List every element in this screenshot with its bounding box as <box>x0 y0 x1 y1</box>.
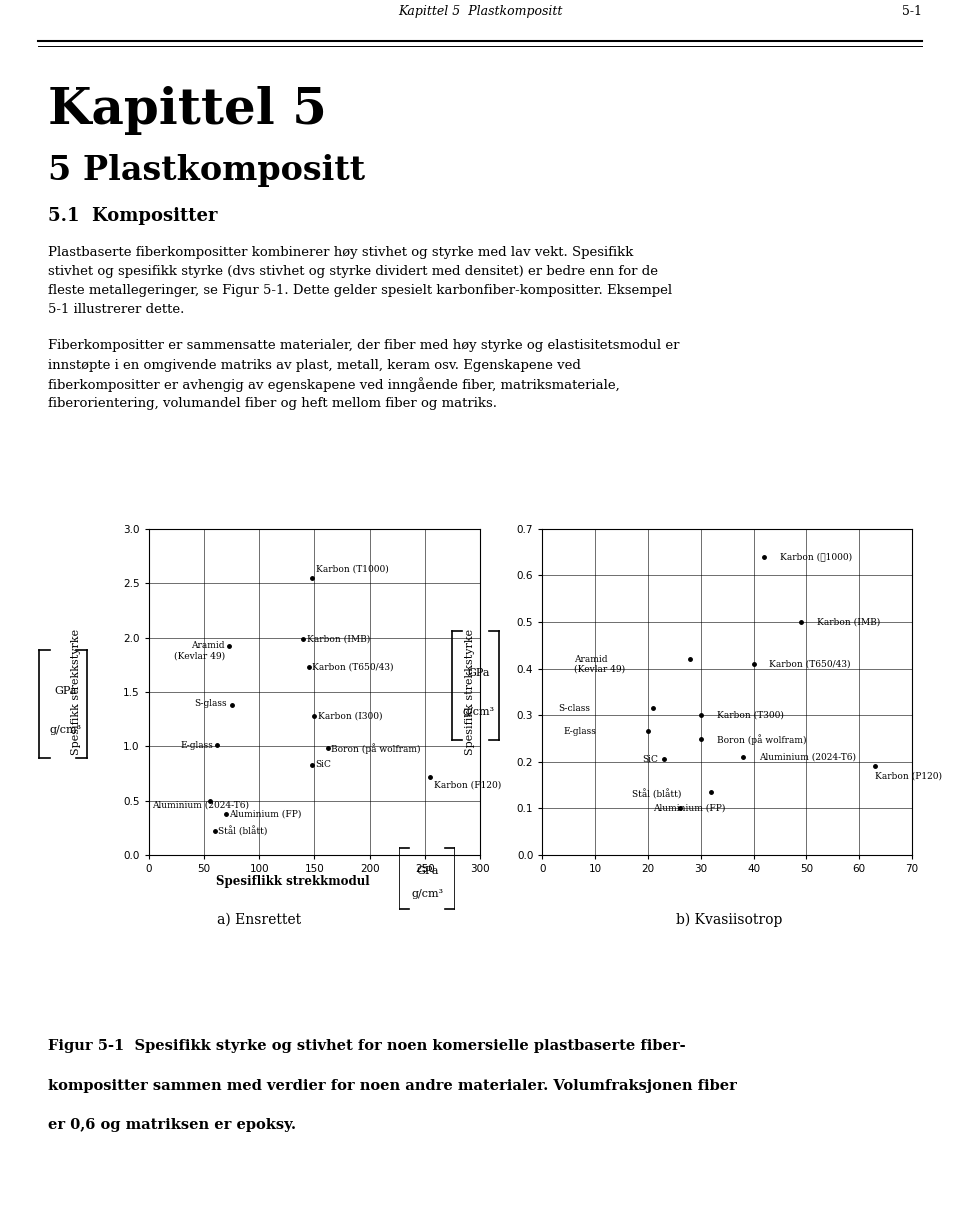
Text: E-glass: E-glass <box>564 727 596 736</box>
Text: Figur 5-1  Spesifikk styrke og stivhet for noen komersielle plastbaserte fiber-: Figur 5-1 Spesifikk styrke og stivhet fo… <box>48 1039 685 1053</box>
Text: SiC: SiC <box>316 760 331 769</box>
Text: Karbon (IMB): Karbon (IMB) <box>306 635 370 643</box>
Text: Kapittel 5: Kapittel 5 <box>48 86 326 135</box>
Text: g/cm³: g/cm³ <box>463 706 494 717</box>
Text: S-glass: S-glass <box>195 700 228 708</box>
Text: innstøpte i en omgivende matriks av plast, metall, keram osv. Egenskapene ved: innstøpte i en omgivende matriks av plas… <box>48 359 581 371</box>
Text: Aluminium (2024-T6): Aluminium (2024-T6) <box>152 801 249 809</box>
Text: a) Ensrettet: a) Ensrettet <box>217 913 301 926</box>
Text: Spesiflikk strekkmodul: Spesiflikk strekkmodul <box>216 875 370 888</box>
Text: Aramid
(Kevlar 49): Aramid (Kevlar 49) <box>574 654 625 674</box>
Text: fleste metallegeringer, se Figur 5-1. Dette gelder spesielt karbonfiber-komposit: fleste metallegeringer, se Figur 5-1. De… <box>48 284 672 298</box>
Text: Kapittel 5  Plastkompositt: Kapittel 5 Plastkompositt <box>397 5 563 18</box>
Text: 5.1  Kompositter: 5.1 Kompositter <box>48 207 218 225</box>
Text: GPa: GPa <box>416 866 439 876</box>
Text: Karbon (T300): Karbon (T300) <box>716 711 783 720</box>
Text: Karbon (P120): Karbon (P120) <box>876 771 942 780</box>
Text: S-class: S-class <box>559 704 590 712</box>
Text: E-glass: E-glass <box>180 740 213 749</box>
Text: stivhet og spesifikk styrke (dvs stivhet og styrke dividert med densitet) er bed: stivhet og spesifikk styrke (dvs stivhet… <box>48 264 658 278</box>
Text: GPa: GPa <box>468 668 490 678</box>
Text: Stål (blått): Stål (blått) <box>632 790 682 800</box>
Text: Karbon (T1000): Karbon (T1000) <box>316 565 388 573</box>
Text: Karbon (I300): Karbon (I300) <box>318 711 382 721</box>
Text: 5-1 illustrerer dette.: 5-1 illustrerer dette. <box>48 303 184 316</box>
Text: fiberkompositter er avhengig av egenskapene ved inngående fiber, matriksmaterial: fiberkompositter er avhengig av egenskap… <box>48 378 620 392</box>
Text: Aluminium (FP): Aluminium (FP) <box>653 803 726 813</box>
Text: Karbon (T650/43): Karbon (T650/43) <box>770 659 851 668</box>
Text: SiC: SiC <box>642 755 659 764</box>
Text: Karbon (T650/43): Karbon (T650/43) <box>312 663 394 672</box>
Text: Karbon (IMB): Karbon (IMB) <box>817 617 880 626</box>
Text: Stål (blått): Stål (blått) <box>218 825 268 836</box>
Text: er 0,6 og matriksen er epoksy.: er 0,6 og matriksen er epoksy. <box>48 1118 296 1132</box>
Text: fiberorientering, volumandel fiber og heft mellom fiber og matriks.: fiberorientering, volumandel fiber og he… <box>48 396 497 410</box>
Text: Plastbaserte fiberkompositter kombinerer høy stivhet og styrke med lav vekt. Spe: Plastbaserte fiberkompositter kombinerer… <box>48 246 634 260</box>
Text: Aluminium (FP): Aluminium (FP) <box>229 809 301 818</box>
Text: kompositter sammen med verdier for noen andre materialer. Volumfraksjonen fiber: kompositter sammen med verdier for noen … <box>48 1079 737 1092</box>
Text: g/cm³: g/cm³ <box>50 724 82 736</box>
Text: 5-1: 5-1 <box>901 5 922 18</box>
Text: GPa: GPa <box>55 686 77 696</box>
Text: Karbon (F120): Karbon (F120) <box>434 781 501 790</box>
Text: Karbon (1000): Karbon (1000) <box>780 552 852 561</box>
Text: b) Kvasiisotrop: b) Kvasiisotrop <box>677 913 782 927</box>
Y-axis label: Spesifikk strekkstyrke: Spesifikk strekkstyrke <box>71 629 82 755</box>
Text: g/cm³: g/cm³ <box>411 889 444 899</box>
Text: Aramid
(Kevlar 49): Aramid (Kevlar 49) <box>174 641 225 661</box>
Text: Aluminium (2024-T6): Aluminium (2024-T6) <box>758 753 856 761</box>
Text: Boron (på wolfram): Boron (på wolfram) <box>331 743 420 754</box>
Y-axis label: Spesifikk strekkstyrke: Spesifikk strekkstyrke <box>466 629 475 755</box>
Text: 5 Plastkompositt: 5 Plastkompositt <box>48 154 365 187</box>
Text: Boron (på wolfram): Boron (på wolfram) <box>716 734 806 744</box>
Text: Fiberkompositter er sammensatte materialer, der fiber med høy styrke og elastisi: Fiberkompositter er sammensatte material… <box>48 339 680 353</box>
